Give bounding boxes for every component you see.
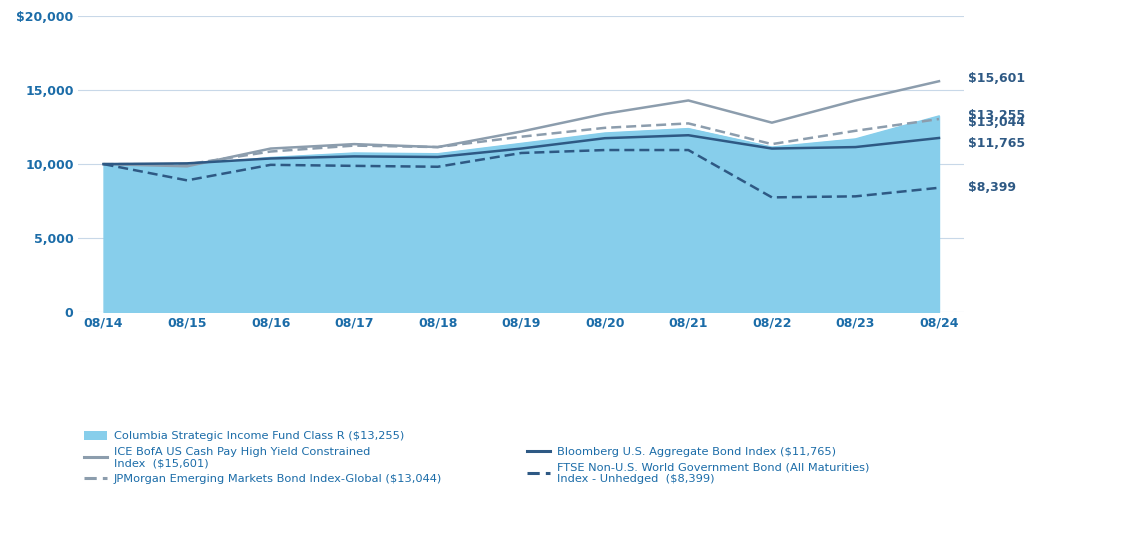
Text: $13,255: $13,255 [969,109,1026,123]
Text: $8,399: $8,399 [969,181,1017,194]
Text: $15,601: $15,601 [969,72,1026,85]
Text: $13,044: $13,044 [969,116,1026,129]
Legend: Bloomberg U.S. Aggregate Bond Index ($11,765), FTSE Non-U.S. World Government Bo: Bloomberg U.S. Aggregate Bond Index ($11… [527,447,869,484]
Text: $11,765: $11,765 [969,137,1026,151]
